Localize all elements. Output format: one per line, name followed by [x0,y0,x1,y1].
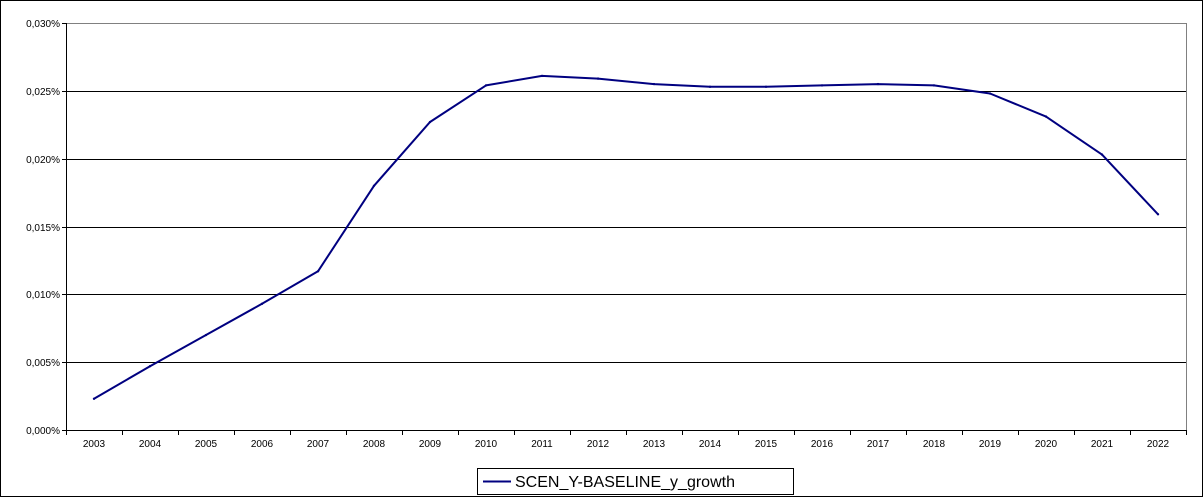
y-tick-label: 0,030% [26,19,60,30]
y-tick-label: 0,000% [26,426,60,437]
x-tick-label: 2014 [699,439,722,450]
x-tick-label: 2004 [139,439,162,450]
series-line [93,74,1159,400]
data-point [540,74,544,78]
data-point [596,77,600,80]
data-point [204,333,208,337]
data-point [484,84,488,87]
data-point [708,85,712,88]
y-tick-label: 0,010% [26,290,60,301]
gridlines [66,91,1186,363]
x-tick-label: 2016 [811,439,834,450]
x-tick-label: 2005 [195,439,218,450]
x-tick-label: 2015 [755,439,778,450]
x-tick-label: 2012 [587,439,610,450]
data-point [876,82,880,86]
x-tick-label: 2007 [307,439,330,450]
x-tick-label: 2022 [1147,439,1170,450]
x-tick-label: 2003 [83,439,106,450]
y-tick-label: 0,020% [26,155,60,166]
y-tick-label: 0,025% [26,87,60,98]
x-tick-label: 2006 [251,439,274,450]
data-point [428,120,432,124]
legend-label: SCEN_Y-BASELINE_y_growth [515,474,735,491]
y-tick-label: 0,015% [26,223,60,234]
data-point [932,84,936,87]
x-tick-label: 2020 [1035,439,1058,450]
x-tick-label: 2017 [867,439,890,450]
data-point [260,302,264,306]
x-tick-label: 2011 [531,439,553,450]
y-axis: 0,000% 0,005% 0,010% 0,015% 0,020% 0,025% 0,03… [26,19,67,437]
data-point [764,85,768,88]
data-point [1156,213,1160,216]
data-point [148,365,152,368]
y-tick-label: 0,005% [26,358,60,369]
legend: SCEN_Y-BASELINE_y_growth [477,468,794,495]
x-tick-label: 2008 [363,439,386,450]
x-tick-label: 2009 [419,439,442,450]
data-point [988,92,992,95]
legend-box [477,468,794,495]
x-tick-label: 2019 [979,439,1002,450]
data-point [652,82,656,86]
data-point [92,397,96,400]
data-point [820,84,824,87]
x-axis: 2003 2004 2005 2006 2007 2008 2009 2010 2011 2012… [66,430,1187,450]
x-tick-label: 2021 [1091,439,1114,450]
data-point [316,270,320,273]
x-tick-label: 2010 [475,439,498,450]
data-point [1044,115,1048,118]
x-tick-label: 2013 [643,439,666,450]
data-point [372,184,376,187]
data-point [1100,153,1104,156]
x-tick-label: 2018 [923,439,946,450]
series-group [92,74,1160,400]
